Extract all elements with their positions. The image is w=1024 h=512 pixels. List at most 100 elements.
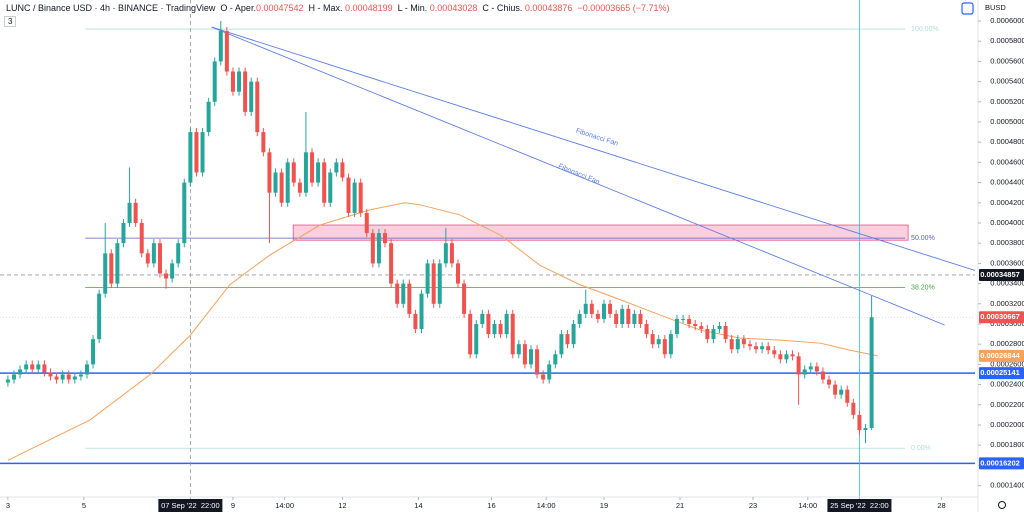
candle-body (687, 318, 692, 324)
indicator-toggle[interactable]: 3 (4, 16, 17, 27)
candle-body (36, 364, 41, 370)
candle-body (267, 152, 272, 193)
candle-body (674, 318, 679, 335)
candle-body (273, 172, 278, 193)
candle-body (121, 222, 126, 244)
candle-body (419, 293, 424, 330)
candle-body (170, 263, 175, 279)
candle-body (601, 303, 606, 319)
candle-body (401, 283, 406, 304)
candle-body (358, 182, 363, 213)
candle-body (504, 313, 509, 335)
candle-body (796, 356, 801, 375)
ohlc-value: 0.00047542 (255, 3, 304, 13)
candle-body (462, 283, 467, 314)
price-label: 0.00034857 (980, 270, 1020, 279)
candle-body (857, 414, 862, 431)
candle-body (869, 317, 874, 429)
candle-body (851, 402, 856, 415)
candle-body (60, 374, 65, 380)
candle-body (383, 233, 388, 244)
price-label: 0.00025141 (980, 368, 1020, 377)
candle-body (54, 376, 59, 380)
candle-body (11, 374, 16, 380)
candle-body (109, 253, 114, 284)
candle-body (72, 376, 77, 380)
currency-icon[interactable] (961, 2, 974, 15)
candle-body (334, 162, 339, 173)
candle-body (310, 152, 315, 183)
ohlc-label: C - Chius. (482, 3, 523, 13)
candle-body (182, 182, 187, 244)
ohlc-label: H - Max. (308, 3, 343, 13)
candle-body (668, 334, 673, 355)
candle-body (303, 152, 308, 193)
fib-label: 50.00% (911, 235, 935, 242)
candle-body (845, 389, 850, 403)
candle-body (297, 182, 302, 193)
candle-body (589, 303, 594, 314)
settings-icon[interactable] (998, 501, 1006, 509)
symbol[interactable]: LUNC / Binance USD · 4h · BINANCE · Trad… (6, 3, 216, 13)
candle-body (218, 31, 223, 62)
x-tick-label: 5 (82, 501, 86, 510)
fib-label: 100.00% (911, 26, 939, 33)
candle-body (66, 374, 71, 380)
candle-body (230, 71, 235, 92)
candle-body (480, 313, 485, 324)
candle-body (608, 303, 613, 314)
candle-body (237, 71, 242, 92)
candle-body (188, 132, 193, 183)
candle-body (808, 366, 813, 370)
candle-body (78, 374, 83, 377)
x-tick-label: 21 (676, 501, 684, 510)
candle-body (224, 31, 229, 72)
price-label-bg (979, 311, 1024, 324)
candle-body (322, 162, 327, 203)
ohlc-o: O - Aper.0.00047542 (220, 3, 303, 13)
candle-body (431, 263, 436, 304)
price-label-bg (979, 457, 1024, 470)
x-tick-label: 16 (487, 501, 495, 510)
candle-body (139, 222, 144, 254)
candle-body (650, 334, 655, 345)
candle-body (115, 243, 120, 284)
candle-body (814, 366, 819, 372)
candle-body (863, 428, 868, 431)
candle-body (449, 243, 454, 264)
candle-body (595, 313, 600, 319)
legend-header: LUNC / Binance USD · 4h · BINANCE · Trad… (6, 3, 670, 13)
candle-body (541, 374, 546, 380)
x-tick-label: 28 (937, 501, 945, 510)
plot-area: 100.00%50.00%38.20%0.00%Fibonacci FanFib… (0, 0, 975, 497)
candle-body (717, 326, 722, 330)
candle-body (820, 371, 825, 380)
candle-body (553, 354, 558, 365)
candle-body (176, 243, 181, 264)
candle-body (614, 313, 619, 324)
x-tick-label: 14:00 (537, 501, 556, 510)
candle-body (620, 308, 625, 324)
candle-body (48, 372, 53, 377)
candle-body (97, 293, 102, 340)
candle-body (291, 162, 296, 183)
candle-body (565, 334, 570, 345)
candle-body (395, 283, 400, 304)
candle-body (279, 172, 284, 203)
ohlc-l: L - Min. 0.00043028 (398, 3, 478, 13)
candle-body (802, 369, 807, 375)
moving-average (7, 202, 878, 461)
candle-body (370, 233, 375, 264)
candle-body (729, 339, 734, 350)
